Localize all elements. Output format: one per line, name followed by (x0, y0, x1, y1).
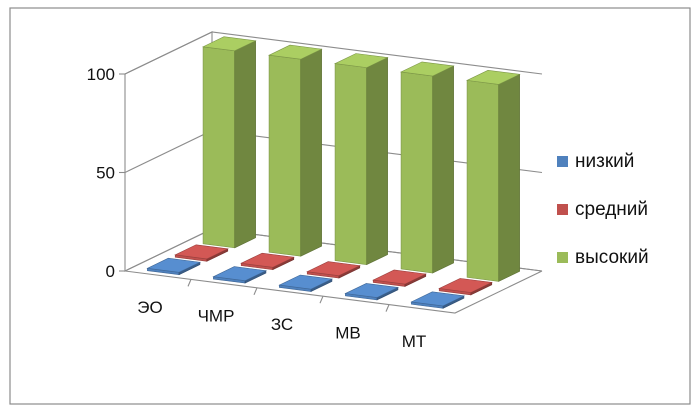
bar-высокий-ЧМР (268, 44, 323, 257)
x-tick-label-3: МВ (335, 323, 361, 342)
bar-средний-ЗС (306, 261, 361, 279)
y-tick-label-2: 100 (87, 65, 115, 84)
x-tick-label-0: ЭО (137, 298, 162, 317)
legend-label-2: высокий (575, 247, 649, 268)
bar-высокий-МТ (466, 69, 521, 282)
y-tick-label-0: 0 (106, 262, 115, 281)
bar-высокий-МВ (400, 61, 455, 274)
legend: низкий средний высокий (557, 151, 649, 268)
x-tick-label-1: ЧМР (198, 307, 235, 326)
bar-средний-ЭО (174, 244, 229, 262)
bar-низкий-ЗС (278, 274, 333, 292)
bar-высокий-ЭО (202, 36, 257, 249)
legend-swatch-1 (557, 204, 568, 215)
bar-низкий-ЭО (146, 257, 201, 276)
y-axis-ticks: 0 50 100 (87, 65, 125, 281)
bar-низкий-ЧМР (212, 266, 267, 284)
y-tick-label-1: 50 (96, 164, 115, 183)
gridline-2 (124, 31, 543, 75)
x-axis-ticks: ЭО ЧМР ЗС МВ МТ (137, 279, 427, 351)
x-tick-mark-2 (253, 287, 258, 296)
x-tick-mark-4 (385, 304, 390, 312)
legend-label-0: низкий (575, 151, 634, 172)
bar-низкий-МВ (344, 283, 399, 301)
floor-edges (124, 270, 543, 314)
bar-высокий-ЗС (334, 53, 389, 266)
bar-средний-МТ (438, 278, 493, 296)
x-tick-label-2: ЗС (271, 315, 293, 334)
legend-swatch-2 (557, 252, 568, 263)
bar-низкий-МТ (410, 291, 465, 309)
x-tick-mark-1 (187, 279, 192, 287)
x-tick-mark-3 (319, 295, 324, 304)
legend-label-1: средний (575, 199, 648, 220)
bar-средний-МВ (372, 269, 427, 287)
legend-swatch-0 (557, 156, 568, 167)
bar-средний-ЧМР (240, 252, 295, 271)
bars (146, 36, 521, 309)
x-tick-label-4: МТ (402, 332, 427, 351)
chart-floor (124, 270, 543, 314)
